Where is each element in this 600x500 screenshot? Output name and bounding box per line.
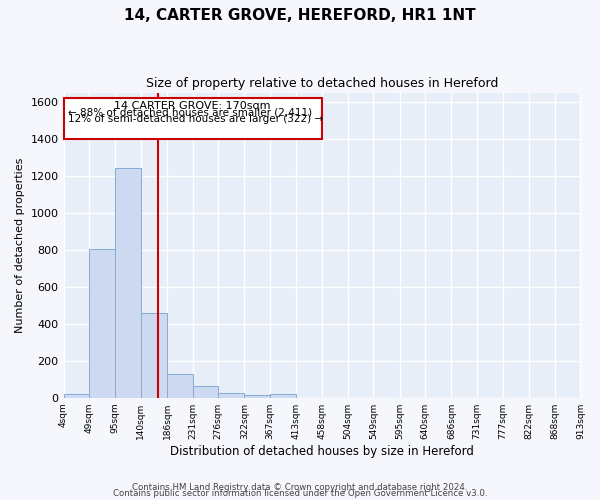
Bar — [141, 313, 167, 398]
Text: 14 CARTER GROVE: 170sqm: 14 CARTER GROVE: 170sqm — [115, 101, 271, 111]
Bar — [64, 394, 89, 398]
FancyBboxPatch shape — [64, 98, 322, 139]
Y-axis label: Number of detached properties: Number of detached properties — [15, 158, 25, 333]
Bar — [244, 395, 270, 398]
Title: Size of property relative to detached houses in Hereford: Size of property relative to detached ho… — [146, 78, 498, 90]
X-axis label: Distribution of detached houses by size in Hereford: Distribution of detached houses by size … — [170, 444, 474, 458]
Bar — [115, 168, 141, 398]
Text: ← 88% of detached houses are smaller (2,411): ← 88% of detached houses are smaller (2,… — [68, 108, 312, 118]
Bar — [270, 394, 296, 398]
Bar — [193, 386, 218, 398]
Text: 12% of semi-detached houses are larger (322) →: 12% of semi-detached houses are larger (… — [68, 114, 323, 124]
Bar — [89, 248, 115, 398]
Text: Contains HM Land Registry data © Crown copyright and database right 2024.: Contains HM Land Registry data © Crown c… — [132, 482, 468, 492]
Bar — [218, 393, 244, 398]
Text: Contains public sector information licensed under the Open Government Licence v3: Contains public sector information licen… — [113, 490, 487, 498]
Text: 14, CARTER GROVE, HEREFORD, HR1 1NT: 14, CARTER GROVE, HEREFORD, HR1 1NT — [124, 8, 476, 22]
Bar — [167, 374, 193, 398]
